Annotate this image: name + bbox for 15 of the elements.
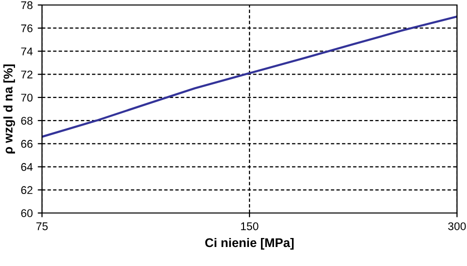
x-tick-label: 75 <box>36 222 48 230</box>
y-tick-label: 68 <box>21 116 32 125</box>
y-tick-label: 74 <box>21 48 33 56</box>
x-tick-label: 150 <box>241 222 258 230</box>
y-tick-label: 60 <box>21 209 33 218</box>
y-tick-label: 76 <box>21 24 32 32</box>
y-tick-label: 72 <box>21 70 32 78</box>
y-tick-label: 78 <box>21 1 32 10</box>
y-tick-label: 70 <box>21 94 33 102</box>
x-axis-title: Ci nienie [MPa] <box>205 238 294 250</box>
y-tick-label: 64 <box>21 163 33 171</box>
y-tick-label: 62 <box>21 186 32 194</box>
y-axis-title: ρ wzgl d na [%] <box>3 64 16 154</box>
y-tick-label: 66 <box>21 140 32 148</box>
x-tick-label: 300 <box>448 222 466 230</box>
